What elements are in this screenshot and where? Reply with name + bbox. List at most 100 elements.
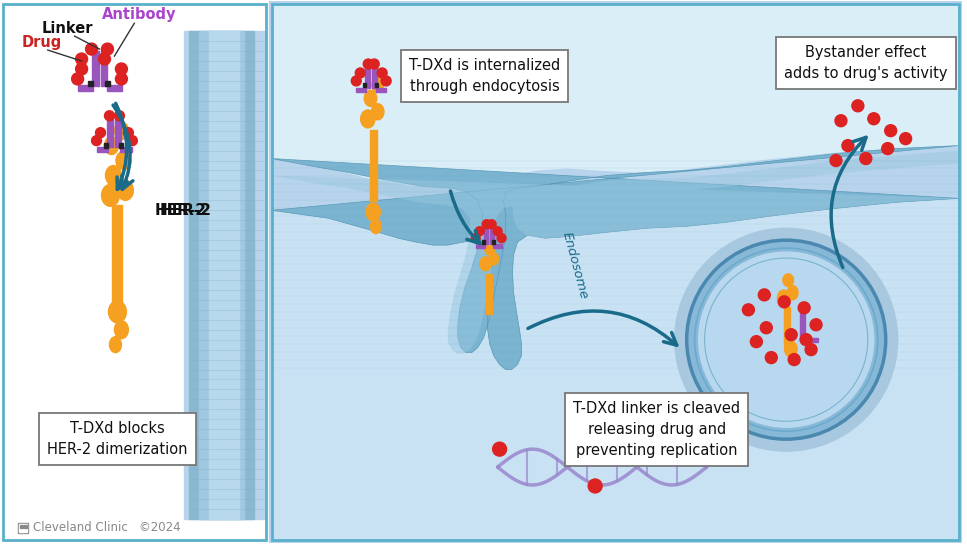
Bar <box>806 338 818 342</box>
Ellipse shape <box>366 203 380 221</box>
Text: Endosome: Endosome <box>559 231 590 301</box>
Circle shape <box>810 319 822 331</box>
Bar <box>18 523 28 533</box>
Bar <box>190 31 253 519</box>
Bar <box>20 525 23 528</box>
Ellipse shape <box>372 78 384 92</box>
Bar <box>364 83 366 87</box>
Polygon shape <box>272 199 958 540</box>
Ellipse shape <box>104 137 118 154</box>
Bar <box>492 244 502 248</box>
Bar <box>375 83 378 87</box>
Circle shape <box>765 351 777 363</box>
Circle shape <box>471 234 481 243</box>
Text: T-DXd blocks
HER-2 dimerization: T-DXd blocks HER-2 dimerization <box>47 421 188 457</box>
Circle shape <box>377 68 387 78</box>
Bar <box>19 524 27 531</box>
Circle shape <box>92 135 102 146</box>
Bar <box>24 525 27 528</box>
Bar <box>489 226 493 244</box>
Circle shape <box>72 73 83 85</box>
Ellipse shape <box>114 122 129 140</box>
Circle shape <box>758 289 771 301</box>
Polygon shape <box>272 146 958 369</box>
Circle shape <box>798 302 810 314</box>
Ellipse shape <box>108 301 127 323</box>
Circle shape <box>760 322 773 333</box>
Circle shape <box>497 234 506 243</box>
Bar <box>491 240 494 244</box>
Text: Drug: Drug <box>22 35 62 50</box>
Circle shape <box>75 53 88 65</box>
Ellipse shape <box>484 243 494 255</box>
Bar <box>88 81 93 86</box>
Circle shape <box>882 143 894 154</box>
Ellipse shape <box>109 337 122 353</box>
Circle shape <box>743 304 754 316</box>
Circle shape <box>698 252 874 427</box>
Circle shape <box>369 59 379 69</box>
Circle shape <box>800 333 812 345</box>
Text: Linker: Linker <box>42 21 93 36</box>
Bar <box>272 4 959 540</box>
Circle shape <box>835 115 847 127</box>
Circle shape <box>99 53 110 65</box>
Circle shape <box>128 135 137 146</box>
Bar <box>484 226 487 244</box>
Circle shape <box>493 227 502 236</box>
Bar <box>77 85 93 91</box>
Circle shape <box>785 329 797 341</box>
Ellipse shape <box>102 184 119 206</box>
Bar <box>369 129 377 201</box>
Circle shape <box>475 227 484 236</box>
Circle shape <box>115 63 128 75</box>
Bar <box>119 143 124 147</box>
Bar <box>783 307 790 345</box>
Circle shape <box>806 344 817 356</box>
Circle shape <box>492 442 507 456</box>
Bar <box>184 31 266 519</box>
Bar <box>199 31 244 519</box>
Bar <box>97 146 108 152</box>
Ellipse shape <box>114 321 129 339</box>
Circle shape <box>885 125 896 137</box>
Circle shape <box>381 76 391 86</box>
Ellipse shape <box>365 90 377 107</box>
Ellipse shape <box>361 110 375 128</box>
Circle shape <box>852 100 864 112</box>
Bar <box>800 313 806 341</box>
Circle shape <box>788 354 800 366</box>
Circle shape <box>124 128 133 138</box>
Bar <box>115 119 122 146</box>
Circle shape <box>675 228 897 451</box>
Ellipse shape <box>105 165 122 186</box>
Circle shape <box>778 296 790 308</box>
Bar <box>486 274 492 314</box>
Circle shape <box>104 111 114 121</box>
Circle shape <box>842 140 854 152</box>
Ellipse shape <box>787 286 798 300</box>
Ellipse shape <box>784 341 797 357</box>
Bar <box>121 146 132 152</box>
Circle shape <box>86 43 98 55</box>
Circle shape <box>899 133 912 145</box>
Bar <box>269 1 962 543</box>
Bar <box>105 81 110 86</box>
Circle shape <box>588 479 602 493</box>
Circle shape <box>483 220 491 228</box>
Circle shape <box>114 111 125 121</box>
Text: HER-2: HER-2 <box>155 203 206 218</box>
Bar <box>101 51 107 86</box>
Circle shape <box>860 152 872 164</box>
Text: Cleveland Clinic   ©2024: Cleveland Clinic ©2024 <box>33 521 181 534</box>
Ellipse shape <box>480 257 491 271</box>
Ellipse shape <box>371 104 384 120</box>
Circle shape <box>351 76 362 86</box>
Bar <box>107 119 113 146</box>
Text: Bystander effect
adds to drug's activity: Bystander effect adds to drug's activity <box>784 45 948 81</box>
Ellipse shape <box>117 181 133 200</box>
Bar <box>376 88 386 92</box>
Circle shape <box>867 113 880 125</box>
Ellipse shape <box>489 253 499 265</box>
Bar <box>104 143 108 147</box>
